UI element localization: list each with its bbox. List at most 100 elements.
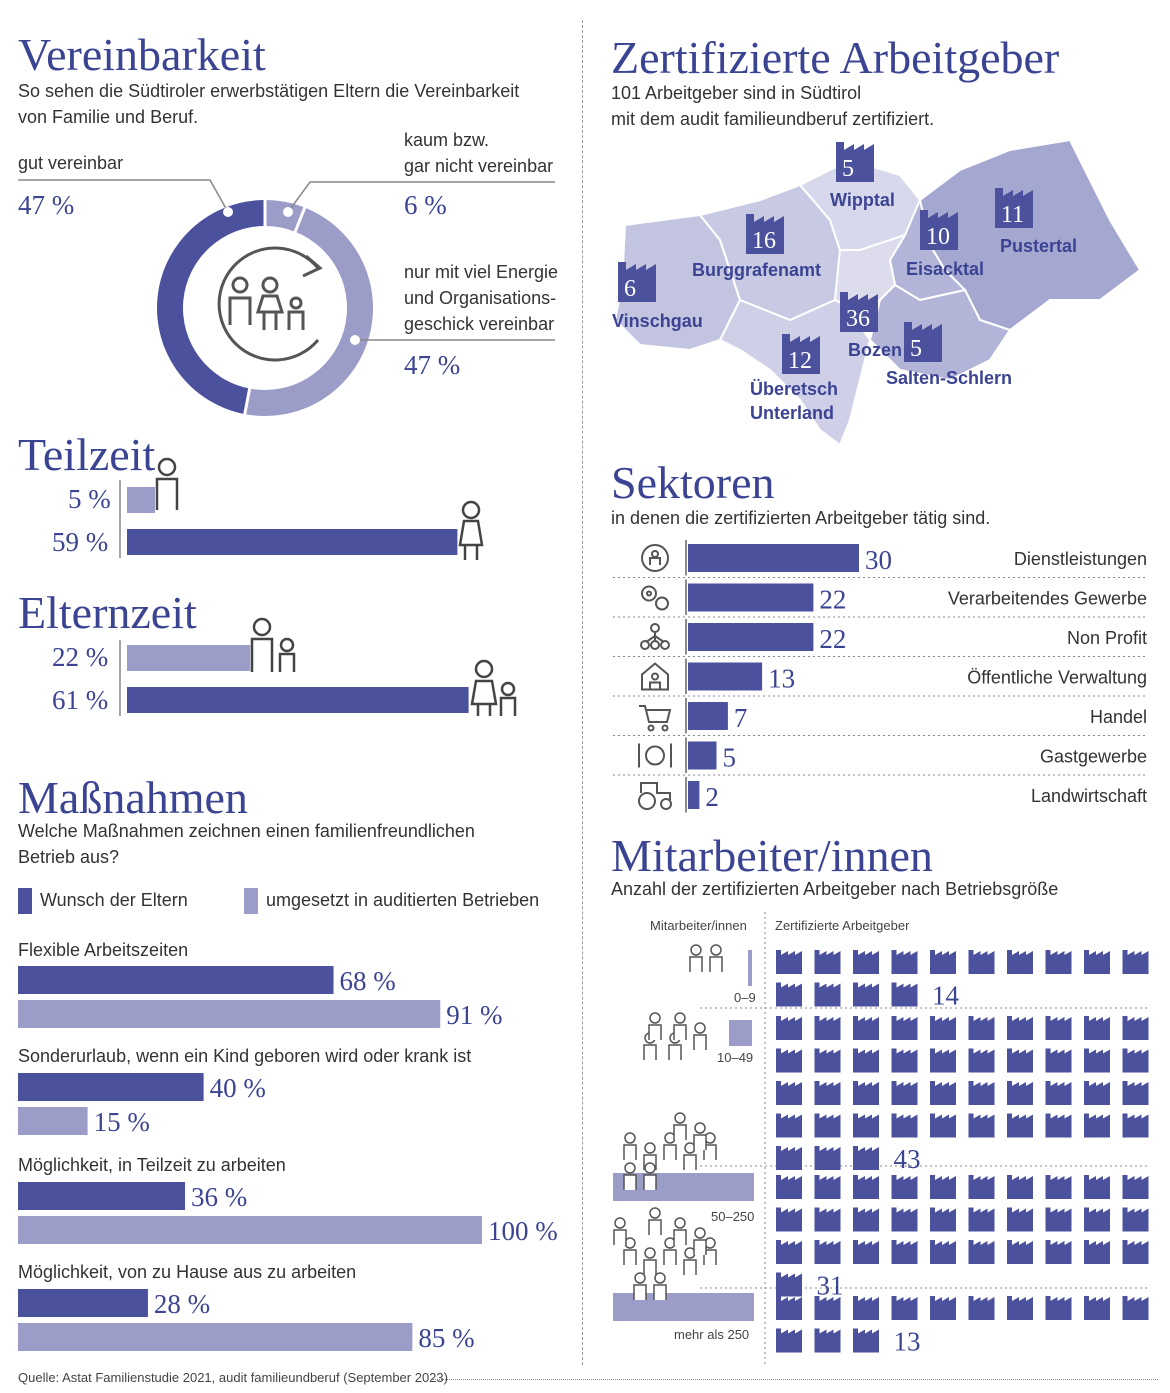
employer-icon: [1122, 1296, 1149, 1320]
region-label-salten-schlern: Salten-Schlern: [886, 368, 1012, 388]
employer-icon: [1122, 1240, 1149, 1264]
sector-name-label: Handel: [1090, 707, 1147, 727]
sector-bar: [688, 741, 717, 770]
donut-slice-good: [156, 200, 265, 415]
employer-icon: [1007, 1296, 1033, 1320]
employer-icon: [1122, 1081, 1149, 1105]
employer-icon: [814, 1113, 841, 1138]
employer-icon: [814, 1175, 841, 1199]
region-count: 11: [1001, 202, 1024, 228]
person-icon: [673, 1012, 687, 1040]
employer-icon: [1045, 1240, 1072, 1264]
employer-icon: [891, 1207, 918, 1232]
person-icon: [663, 1237, 677, 1265]
sector-name-label: Dienstleistungen: [1014, 549, 1147, 569]
legend-swatch-wish: [18, 888, 32, 914]
employer-icon: [776, 1048, 802, 1073]
employer-icon: [1007, 1081, 1033, 1105]
sector-value-label: 22: [819, 585, 846, 615]
label-effort-3: geschick vereinbar: [404, 314, 555, 334]
employer-icon: [930, 950, 956, 974]
employer-icon: [891, 1016, 918, 1040]
region-count: 12: [788, 348, 812, 374]
bar-done-label: 85 %: [418, 1323, 474, 1353]
man-icon: [155, 457, 179, 510]
sector-bar: [688, 781, 700, 809]
network-icon: [640, 623, 670, 650]
bar-done-label: 100 %: [488, 1216, 558, 1246]
pct-effort: 47 %: [404, 350, 461, 380]
employer-icon: [930, 1207, 956, 1232]
sector-value-label: 22: [819, 624, 846, 654]
vereinbarkeit-subtitle-2: von Familie und Beruf.: [18, 107, 199, 127]
employer-icon: [968, 1296, 995, 1320]
public-building-icon: [641, 662, 669, 691]
region-label-vinschgau: Vinschgau: [612, 311, 703, 331]
employer-icon: [853, 982, 879, 1007]
zertifizierte-subtitle-1: 101 Arbeitgeber sind in Südtirol: [611, 83, 862, 103]
employer-icon: [776, 1175, 802, 1199]
employer-icon: [1007, 950, 1033, 974]
sector-bar: [688, 544, 859, 572]
employer-icon: [891, 950, 918, 974]
employer-icon: [1007, 1113, 1033, 1138]
employer-icon: [814, 1240, 841, 1264]
south-tyrol-map: 5 11 10 16 6 36 5 12 Wipptal Pustertal Eisackta…: [612, 138, 1142, 447]
bar-wish: [18, 966, 334, 994]
person-icon: [663, 1132, 677, 1160]
region-label-wipptal: Wipptal: [830, 190, 895, 210]
employer-icon: [853, 1146, 879, 1170]
person-icon: [689, 944, 703, 972]
employer-icon: [1122, 1016, 1149, 1040]
employer-icon: [930, 1296, 956, 1320]
factory-icon: 6: [618, 262, 656, 302]
employer-icon: [814, 1048, 841, 1073]
person-icon: [623, 1237, 637, 1265]
size-label-2: 50–250: [711, 1209, 755, 1224]
leader-line-bad: [287, 181, 555, 213]
employer-icon: [1122, 1207, 1149, 1232]
factory-icon: 16: [746, 214, 784, 254]
leader-dot-effort: [350, 335, 360, 345]
employer-icon: [853, 1328, 879, 1353]
father-child-icon: [250, 617, 296, 672]
factory-icon: 5: [836, 142, 874, 182]
teilzeit-chart: [119, 457, 484, 560]
employer-icon: [968, 1175, 995, 1199]
sector-value-label: 5: [723, 743, 737, 773]
employer-icon: [853, 1048, 879, 1073]
group-count-label: 14: [932, 981, 960, 1011]
employer-icon: [853, 1113, 879, 1138]
employer-icon: [1045, 1175, 1072, 1199]
employer-icon: [1007, 1016, 1033, 1040]
region-label-burggrafenamt: Burggrafenamt: [692, 260, 821, 280]
employer-icon: [891, 1081, 918, 1105]
group-count-label: 13: [894, 1327, 921, 1357]
elternzeit-women-label: 61 %: [52, 685, 109, 715]
employer-icon: [814, 982, 841, 1007]
bar-done-label: 91 %: [446, 1000, 502, 1030]
bar-wish-label: 40 %: [210, 1073, 266, 1103]
teilzeit-title: Teilzeit: [18, 429, 156, 480]
bar-done: [18, 1107, 88, 1135]
employer-icon: [968, 950, 995, 974]
label-effort-2: und Organisations-: [404, 288, 557, 308]
person-icon: [693, 1022, 707, 1050]
vereinbarkeit-title: Vereinbarkeit: [18, 29, 266, 80]
employer-icon: [814, 1081, 841, 1105]
legend-label-wish: Wunsch der Eltern: [40, 890, 188, 910]
teilzeit-men-bar: [127, 487, 155, 513]
employer-icon: [814, 1328, 841, 1353]
person-icon: [613, 1217, 627, 1245]
massnahmen-bar-chart: 68 % 91 % 40 % 15 % 36 % 100 % 28 % 85 %: [18, 966, 558, 1353]
employer-icon: [776, 982, 802, 1007]
sector-bar: [688, 702, 728, 730]
teilzeit-women-label: 59 %: [52, 527, 109, 557]
person-icon: [623, 1162, 637, 1190]
sector-value-label: 30: [865, 545, 892, 575]
employer-icon: [968, 1048, 995, 1073]
employer-icon: [1122, 1048, 1149, 1073]
region-count: 36: [846, 306, 870, 332]
employer-icon: [1084, 1113, 1110, 1138]
